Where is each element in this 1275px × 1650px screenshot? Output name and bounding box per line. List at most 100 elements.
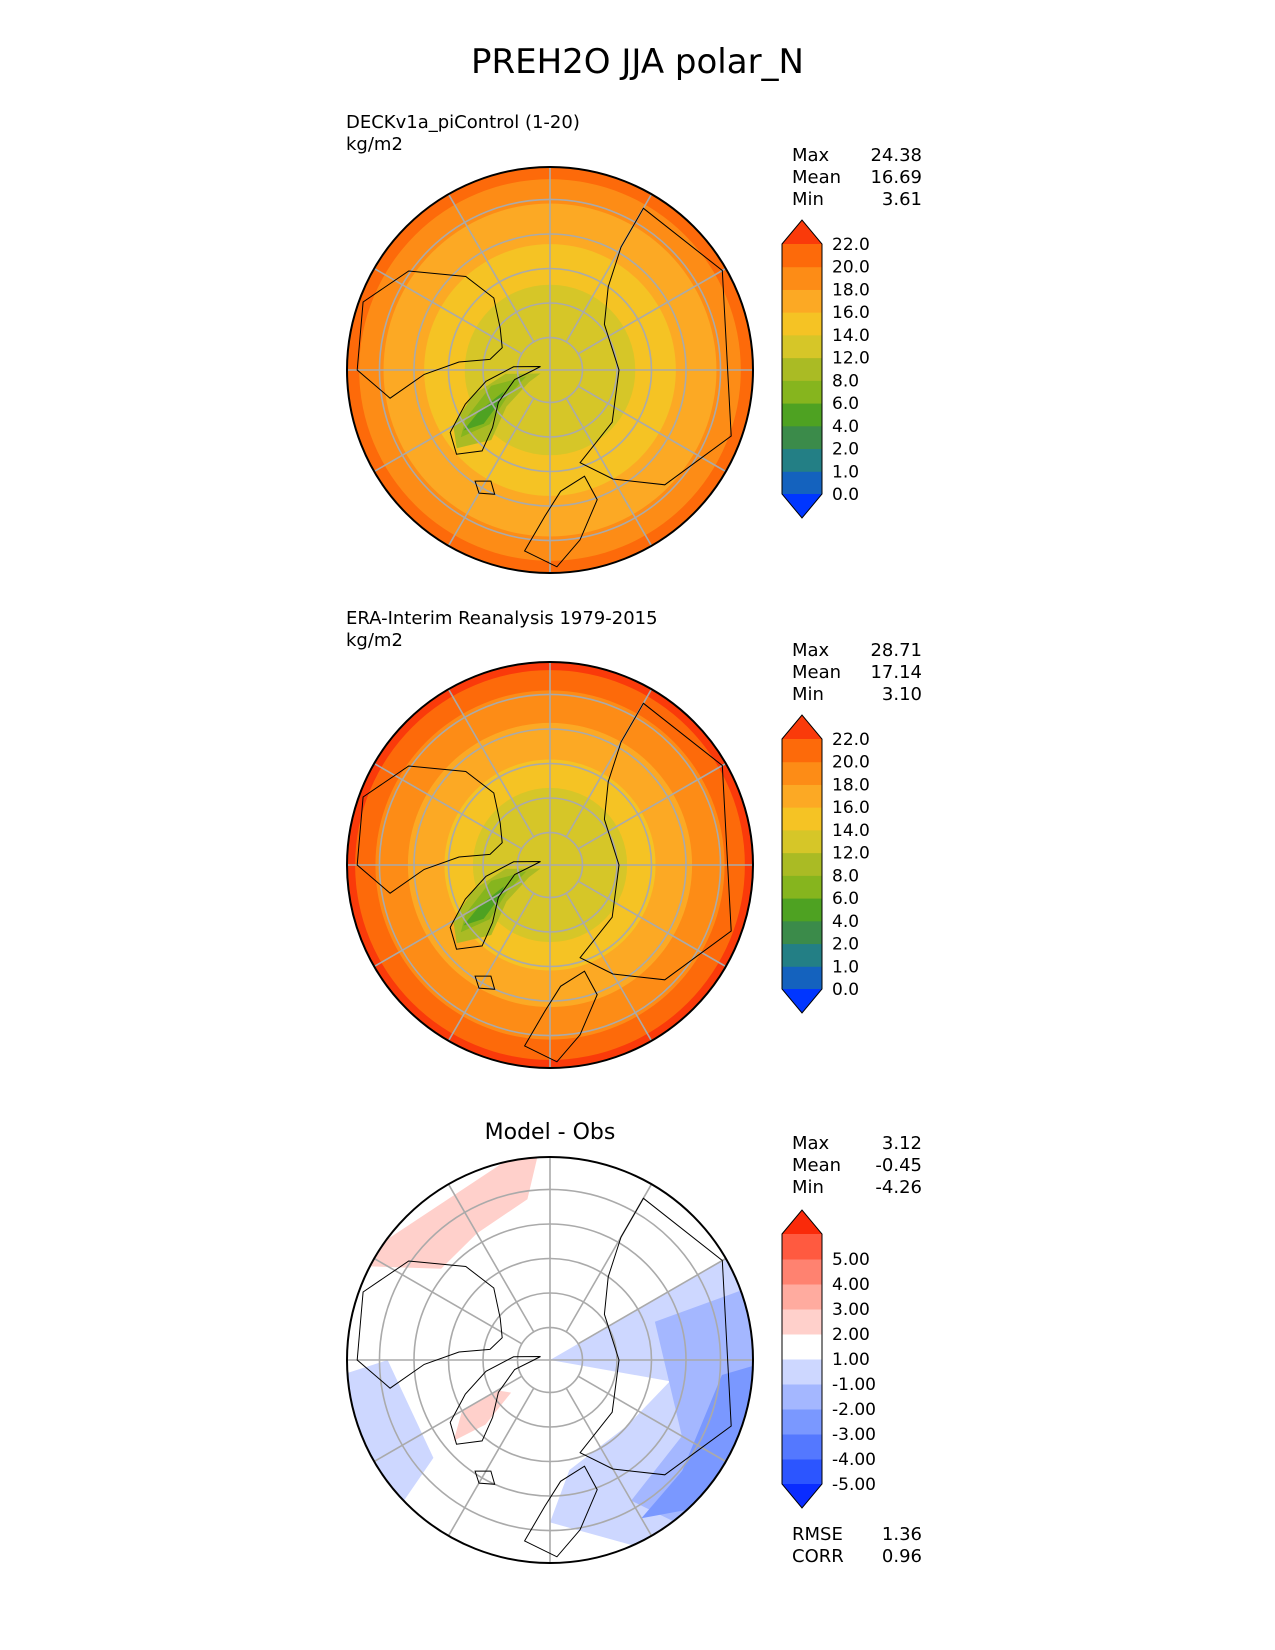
positive-anomaly-region — [453, 1390, 512, 1441]
colorbar-segment — [782, 289, 822, 313]
meridian-line — [447, 688, 535, 838]
colorbar-segment — [782, 334, 822, 359]
panel-model-dataset: DECKv1a_piControl (1-20) — [346, 112, 580, 133]
colorbar-outline — [781, 219, 823, 519]
panel-diff-title: Model - Obs — [484, 1120, 616, 1145]
colorbar-extend-max — [782, 220, 822, 244]
panel-diff-stats: Max 3.12 Mean -0.45 Min -4.26 — [792, 1133, 922, 1199]
positive-anomaly-region — [347, 1157, 543, 1269]
colorbar-tick-label: 1.0 — [832, 957, 859, 977]
colorbar-tick-label: 6.0 — [832, 889, 859, 909]
stat-min-label: Min — [792, 684, 824, 705]
polar-map-diff — [346, 1156, 754, 1564]
meridian-line — [447, 1183, 535, 1333]
metric-rmse-value: 1.36 — [881, 1524, 922, 1545]
colorbar-obs: 0.0 1.02.0 4.0 6.0 8.012.0 14.0 16.0 18.020.0 22… — [781, 714, 870, 1014]
map-field — [347, 662, 753, 1068]
colorbar-segment — [782, 920, 822, 945]
colorbar-tick-label: 14.0 — [832, 326, 870, 346]
colorbar-tick-label: 20.0 — [832, 258, 870, 278]
colorbar-tick-label: -4.00 — [832, 1450, 876, 1470]
colorbar-tick-label: -1.00 — [832, 1375, 876, 1395]
colorbar-extend-min — [782, 989, 822, 1013]
colorbar-tick-label: 18.0 — [832, 280, 870, 300]
colorbar-tick-label: 12.0 — [832, 844, 870, 864]
colorbar-segment — [782, 807, 822, 831]
colorbar-segment — [782, 1384, 822, 1410]
colorbar-tick-label: 4.0 — [832, 912, 859, 932]
field-contour-band — [463, 391, 504, 431]
coastline-greenland — [449, 366, 541, 455]
colorbar-segment — [782, 1234, 822, 1260]
negative-anomaly-region — [347, 1360, 434, 1518]
map-field — [347, 1157, 753, 1563]
colorbar-segment — [782, 852, 822, 876]
stat-mean-label: Mean — [792, 662, 842, 683]
colorbar-segment — [782, 357, 822, 381]
coastline-scandinavia — [523, 1465, 598, 1558]
colorbar-model: 0.0 1.02.0 4.0 6.0 8.012.0 14.0 16.0 18.020.0 22… — [781, 219, 870, 519]
colorbar-tick-label: 1.00 — [832, 1350, 870, 1370]
meridian-line — [447, 1387, 535, 1537]
meridian-line — [447, 193, 535, 343]
coastline-iceland — [474, 1470, 496, 1485]
colorbar-extend-max — [782, 1210, 822, 1234]
panel-diff-metrics: RMSE 1.36 CORR 0.96 — [792, 1524, 922, 1568]
stat-mean-label: Mean — [792, 1155, 842, 1176]
panel-model-stats: Max 24.38 Mean 16.69 Min 3.61 — [792, 145, 922, 211]
colorbar-segment — [782, 1359, 822, 1385]
colorbar-segment — [782, 943, 822, 967]
stat-min-value: -4.26 — [875, 1177, 922, 1198]
colorbar-tick-label: 14.0 — [832, 821, 870, 841]
stat-min-value: 3.10 — [881, 684, 922, 705]
colorbar-tick-label: 5.00 — [832, 1250, 870, 1270]
colorbar-tick-label: -3.00 — [832, 1425, 876, 1445]
colorbar-segment — [782, 471, 822, 495]
colorbar-segment — [782, 1434, 822, 1460]
colorbar-segment — [782, 829, 822, 854]
stat-min-value: 3.61 — [881, 189, 922, 210]
metric-corr-value: 0.96 — [881, 1546, 922, 1567]
colorbar-outline — [781, 1209, 823, 1509]
colorbar-diff: -5.00 -4.00 -3.00 -2.00 -1.00 1.00 2.00 3.00 4.0… — [781, 1209, 876, 1509]
stat-max-label: Max — [792, 145, 830, 166]
meridian-line — [373, 385, 523, 473]
colorbar-extend-min — [782, 1484, 822, 1508]
colorbar-tick-label: 12.0 — [832, 349, 870, 369]
colorbar-tick-label: 2.0 — [832, 935, 859, 955]
colorbar-tick-label: 4.0 — [832, 417, 859, 437]
colorbar-segment — [782, 875, 822, 899]
meridian-line — [577, 762, 727, 850]
coastline-iceland — [474, 975, 496, 990]
colorbar-tick-label: 22.0 — [832, 730, 870, 750]
colorbar-tick-label: -5.00 — [832, 1475, 876, 1495]
colorbar-segment — [782, 1284, 822, 1310]
stat-max-value: 3.12 — [881, 1133, 922, 1154]
panel-obs-dataset: ERA-Interim Reanalysis 1979-2015 — [346, 608, 658, 629]
colorbar-segment — [782, 761, 822, 785]
metric-rmse-label: RMSE — [792, 1524, 843, 1545]
meridian-line — [577, 1257, 727, 1345]
stat-max-value: 24.38 — [870, 145, 922, 166]
meridian-line — [373, 1375, 523, 1463]
coastline-eurasia — [579, 207, 732, 486]
map-boundary — [346, 1156, 754, 1564]
colorbar-tick-label: 8.0 — [832, 371, 859, 391]
stat-min-label: Min — [792, 189, 824, 210]
colorbar-tick-label: 8.0 — [832, 866, 859, 886]
panel-obs-label: ERA-Interim Reanalysis 1979-2015 kg/m2 — [346, 608, 658, 652]
coastline-greenland — [449, 1356, 541, 1445]
colorbar-extend-min — [782, 494, 822, 518]
panel-model-label: DECKv1a_piControl (1-20) kg/m2 — [346, 112, 580, 156]
meridian-line — [577, 880, 727, 968]
colorbar-extend-max — [782, 715, 822, 739]
colorbar-segment — [782, 966, 822, 990]
colorbar-tick-label: 18.0 — [832, 775, 870, 795]
colorbar-segment — [782, 1459, 822, 1485]
stat-mean-label: Mean — [792, 167, 842, 188]
meridian-line — [447, 892, 535, 1042]
colorbar-segment — [782, 1309, 822, 1335]
map-boundary — [346, 661, 754, 1069]
colorbar-tick-label: 4.00 — [832, 1275, 870, 1295]
meridian-line — [447, 397, 535, 547]
